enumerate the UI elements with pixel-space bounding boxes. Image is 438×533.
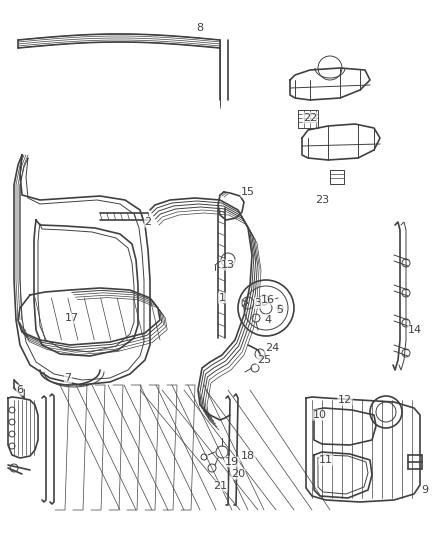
- Text: 25: 25: [257, 355, 271, 365]
- Text: 7: 7: [64, 373, 71, 383]
- Text: 1: 1: [219, 293, 226, 303]
- Text: 14: 14: [408, 325, 422, 335]
- Text: 8: 8: [196, 23, 204, 33]
- Text: 12: 12: [338, 395, 352, 405]
- Text: 19: 19: [225, 457, 239, 467]
- Text: 10: 10: [313, 410, 327, 420]
- Text: 13: 13: [221, 260, 235, 270]
- Text: 18: 18: [241, 451, 255, 461]
- Text: 11: 11: [319, 455, 333, 465]
- Text: 17: 17: [65, 313, 79, 323]
- Text: 21: 21: [213, 481, 227, 491]
- Text: 20: 20: [231, 469, 245, 479]
- Text: 23: 23: [315, 195, 329, 205]
- Text: 2: 2: [145, 217, 152, 227]
- Text: 22: 22: [303, 113, 317, 123]
- Text: 24: 24: [265, 343, 279, 353]
- Text: 16: 16: [261, 295, 275, 305]
- Text: 15: 15: [241, 187, 255, 197]
- Text: 5: 5: [276, 305, 283, 315]
- Text: 3: 3: [254, 298, 261, 308]
- Text: 6: 6: [17, 385, 24, 395]
- Text: 4: 4: [265, 315, 272, 325]
- Text: 9: 9: [421, 485, 428, 495]
